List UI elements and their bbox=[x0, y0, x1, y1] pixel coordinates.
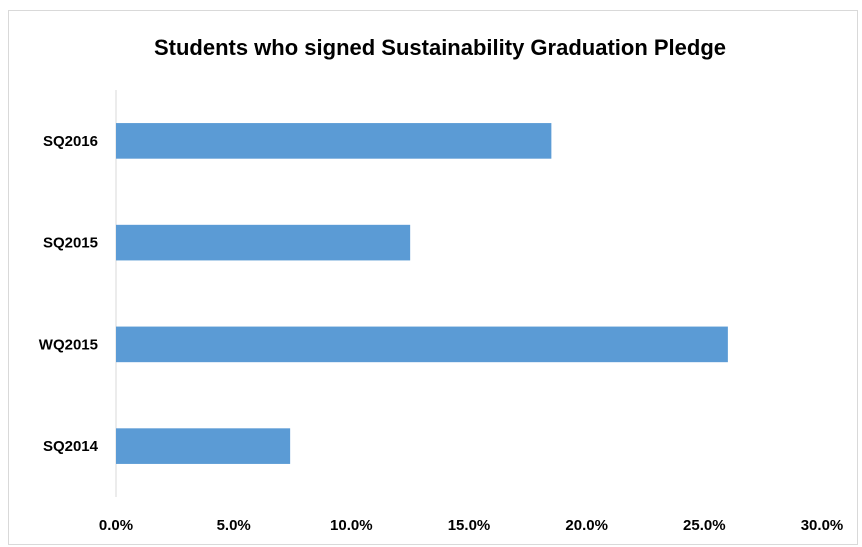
bar-sq2014 bbox=[116, 428, 291, 464]
category-label-sq2016: SQ2016 bbox=[43, 133, 98, 150]
category-label-sq2014: SQ2014 bbox=[43, 438, 99, 455]
x-tick-labels: 0.0% 5.0% 10.0% 15.0% 20.0% 25.0% 30.0% bbox=[99, 517, 843, 534]
category-label-wq2015: WQ2015 bbox=[39, 336, 98, 353]
bars-group bbox=[116, 123, 728, 464]
x-tick-label: 25.0% bbox=[683, 517, 726, 534]
x-tick-label: 20.0% bbox=[565, 517, 608, 534]
chart-title: Students who signed Sustainability Gradu… bbox=[154, 35, 726, 60]
x-tick-label: 10.0% bbox=[330, 517, 373, 534]
bar-sq2015 bbox=[116, 224, 411, 261]
x-tick-label: 15.0% bbox=[448, 517, 491, 534]
category-label-sq2015: SQ2015 bbox=[43, 235, 98, 252]
x-tick-label: 5.0% bbox=[217, 517, 251, 534]
bar-wq2015 bbox=[116, 326, 728, 363]
bar-sq2016 bbox=[116, 123, 552, 159]
x-tick-label: 0.0% bbox=[99, 517, 133, 534]
x-tick-label: 30.0% bbox=[801, 517, 844, 534]
category-labels: SQ2016 SQ2015 WQ2015 SQ2014 bbox=[39, 133, 99, 455]
